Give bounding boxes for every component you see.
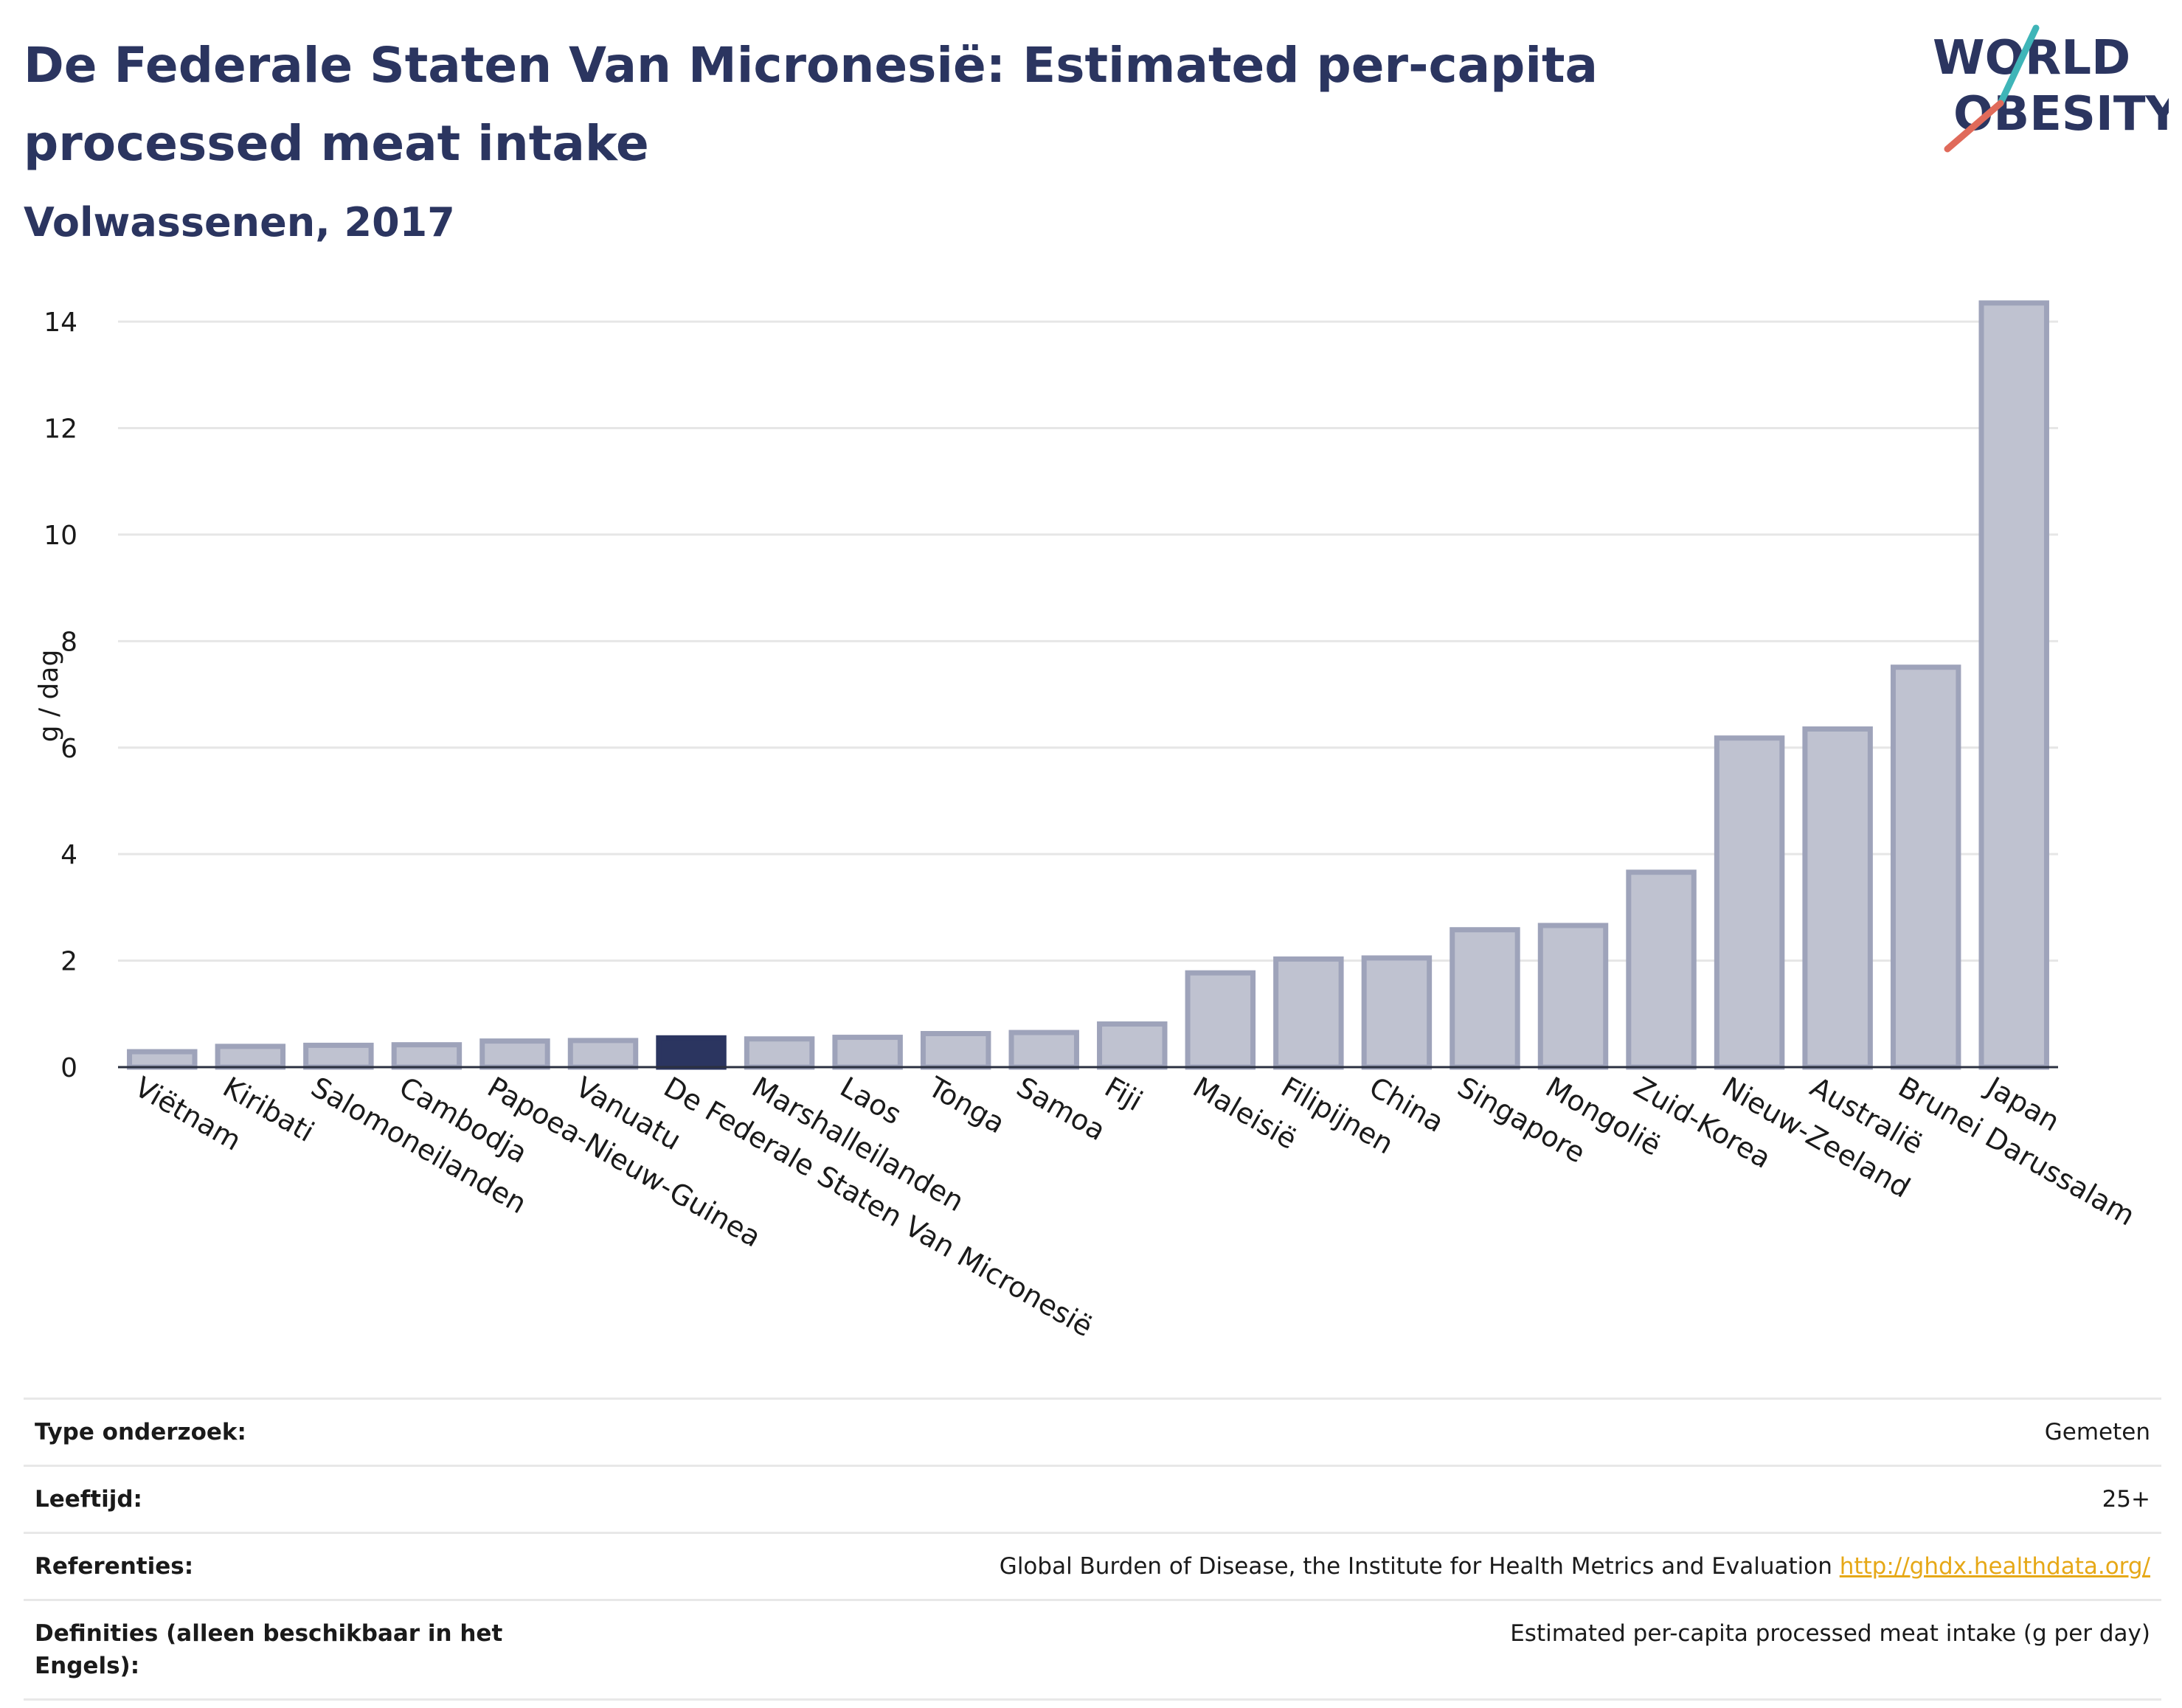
bar-filipijnen [1273,956,1344,1070]
meta-label: Type onderzoek: [35,1419,246,1445]
meta-value: Gemeten [2045,1416,2150,1448]
bar-papoea-nieuw-guinea [479,1038,550,1070]
chart-title: De Federale Staten Van Micronesië: Estim… [24,37,1599,172]
bar-de-federale-staten-van-micronesi- [656,1035,727,1070]
bar-singapore [1450,927,1520,1070]
meta-value-text: Estimated per-capita processed meat inta… [1510,1620,2150,1647]
x-tick-label: Samoa [1011,1071,1111,1148]
meta-value-text: Global Burden of Disease, the Institute … [999,1553,1832,1580]
reference-link[interactable]: http://ghdx.healthdata.org/ [1839,1553,2150,1580]
bar-fiji [1097,1021,1168,1070]
bar-tonga [920,1031,991,1070]
x-tick-label: Fiji [1099,1071,1148,1117]
logo-slash-teal [1997,24,2040,107]
meta-row: Referenties: Global Burden of Disease, th… [24,1532,2161,1599]
meta-value: Estimated per-capita processed meat inta… [1510,1617,2150,1650]
meta-row: Type onderzoek: Gemeten [24,1398,2161,1465]
meta-row: Definities (alleen beschikbaar in het En… [24,1599,2161,1701]
bar-maleisi- [1185,970,1256,1070]
y-tick-label: 8 [60,627,77,657]
y-tick-label: 4 [60,840,77,870]
x-axis-labels: ViëtnamKiribatiSalomoneilandenCambodjaPa… [129,1070,2140,1344]
meta-row: Leeftijd: 25+ [24,1465,2161,1532]
chart-subtitle: Volwassenen, 2017 [24,199,455,246]
y-tick-label: 2 [60,947,77,977]
meta-value: 25+ [2102,1483,2150,1516]
y-tick-label: 12 [44,414,77,445]
meta-label: Leeftijd: [35,1486,142,1513]
bar-kiribati [215,1044,286,1070]
y-tick-label: 14 [44,308,77,338]
y-tick-label: 6 [60,734,77,764]
y-tick-label: 10 [44,521,77,551]
metadata-table: Type onderzoek: Gemeten Leeftijd: 25+ Refere… [24,1398,2161,1701]
bar-cambodja [391,1042,463,1070]
chart-bars [127,300,2049,1070]
bar-zuid-korea [1626,869,1697,1070]
y-axis-ticks: 0 2 4 6 8 10 12 14 [44,308,77,1083]
world-obesity-logo: WORLD OBESITY [1933,22,2180,162]
meta-label: Referenties: [35,1553,194,1580]
meta-label: Definities (alleen beschikbaar in het En… [35,1620,503,1679]
bar-samoa [1008,1030,1079,1070]
x-tick-label: Tonga [922,1070,1010,1139]
bar-australi- [1802,726,1873,1070]
meta-value-text: 25+ [2102,1486,2150,1513]
meta-value-text: Gemeten [2044,1419,2150,1445]
bar-salomoneilanden [303,1042,374,1070]
bar-chart: 0 2 4 6 8 10 12 14 ViëtnamKiribatiSalomoneiland… [34,300,2141,1344]
y-axis-label: g / dag [34,650,64,743]
bar-laos [832,1035,903,1070]
bar-brunei-darussalam [1890,664,1961,1070]
bar-mongoli- [1537,923,1609,1070]
logo-slash-coral [1944,100,2004,153]
meta-value: Global Burden of Disease, the Institute … [1000,1550,2150,1583]
bar-nieuw-zeeland [1714,735,1785,1070]
bar-vanuatu [567,1038,639,1070]
bar-china [1361,955,1433,1070]
y-tick-label: 0 [60,1053,77,1083]
bar-marshalleilanden [744,1036,815,1070]
bar-vi-tnam [127,1049,198,1070]
bar-japan [1978,300,2049,1070]
